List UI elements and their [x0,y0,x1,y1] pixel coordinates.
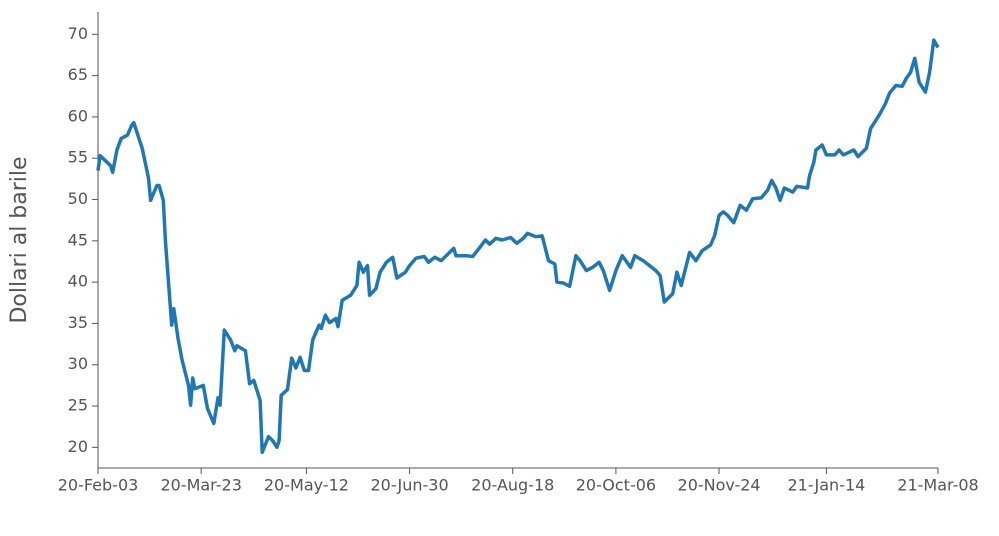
y-tick-label: 55 [68,148,88,167]
y-tick-label: 30 [68,354,88,373]
x-tick-label: 20-May-12 [264,476,349,495]
x-tick-label: 20-Oct-06 [576,476,656,495]
line [96,38,940,455]
y-tick-label: 20 [68,437,88,456]
y-tick-label: 40 [68,272,88,291]
y-tick-label: 25 [68,396,88,415]
y-tick-label: 60 [68,106,88,125]
y-tick-label: 65 [68,65,88,84]
x-tick-label: 20-Nov-24 [678,476,761,495]
y-tick-label: 35 [68,313,88,332]
y-tick-label: 50 [68,189,88,208]
x-tick-label: 20-Mar-23 [160,476,241,495]
x-tick-label: 20-Jun-30 [371,476,449,495]
y-tick-label: 45 [68,230,88,249]
y-axis-label: Dollari al barile [7,156,32,323]
x-tick-label: 21-Mar-08 [897,476,978,495]
x-tick-label: 20-Aug-18 [471,476,554,495]
x-tick-label: 21-Jan-14 [788,476,866,495]
x-tick-label: 20-Feb-03 [58,476,139,495]
y-tick-label: 70 [68,24,88,43]
